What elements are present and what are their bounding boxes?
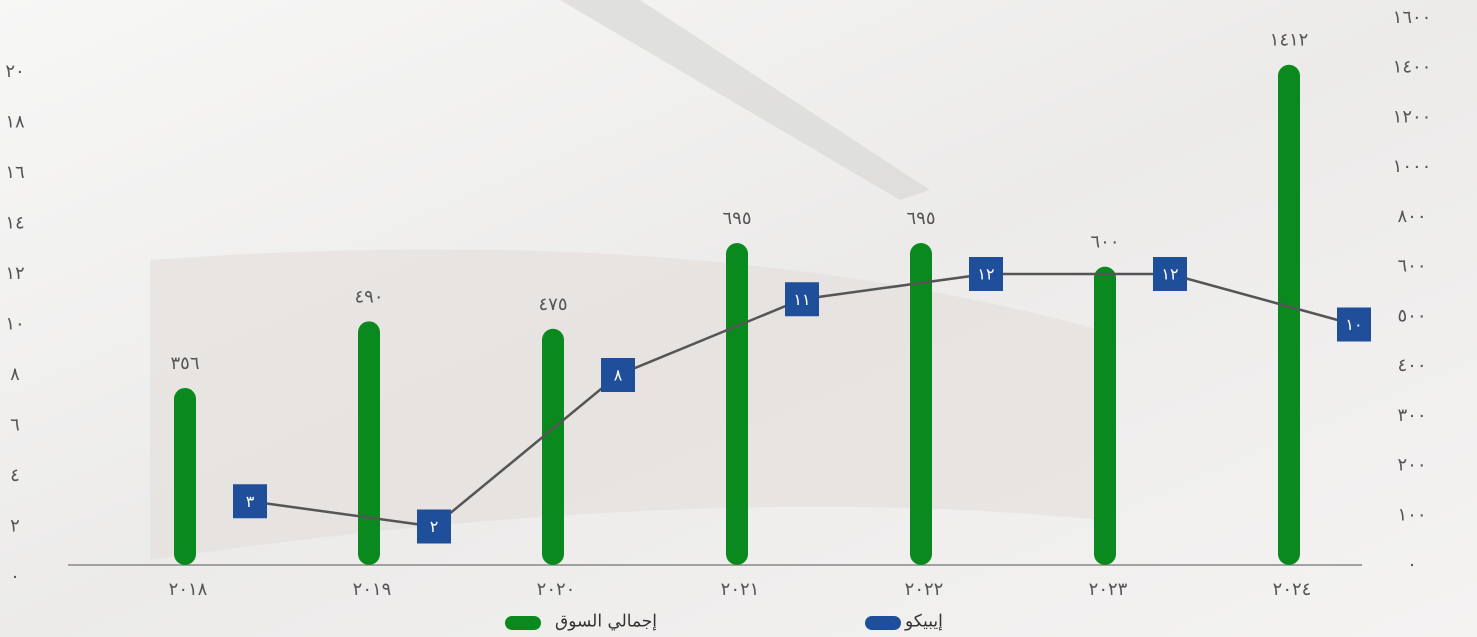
bar <box>542 328 564 565</box>
y2-tick-label: ٥٠٠ <box>1397 305 1426 326</box>
y-tick-label: ٠ <box>10 566 20 587</box>
y-tick-label: ١٢ <box>5 263 24 284</box>
y2-tick-label: ١٢٠٠ <box>1393 106 1432 127</box>
y2-tick-label: ٦٠٠ <box>1397 256 1426 277</box>
line-marker <box>1153 257 1187 291</box>
bar <box>174 387 196 565</box>
y-tick-label: ٤ <box>10 465 20 486</box>
y2-tick-label: ٢٠٠ <box>1397 455 1426 476</box>
line-value-label: ٨ <box>614 366 623 385</box>
legend-label: إيبيكو <box>904 612 943 632</box>
line-marker <box>969 257 1003 291</box>
bar-value-label: ٤٧٥ <box>538 294 567 315</box>
x-tick-label: ٢٠٢٢ <box>905 579 944 600</box>
line-marker <box>785 282 819 317</box>
line-value-label: ٢ <box>430 517 439 536</box>
y2-tick-label: ١٤٠٠ <box>1393 57 1432 78</box>
line-value-label: ١٠ <box>1345 315 1362 334</box>
y-tick-label: ١٦ <box>5 162 24 183</box>
line-marker <box>1337 307 1371 342</box>
legend-swatch <box>865 616 901 630</box>
bar-value-label: ١٤١٢ <box>1270 30 1309 51</box>
x-tick-label: ٢٠٢٤ <box>1273 579 1312 600</box>
y2-tick-label: ١٠٠ <box>1397 504 1426 525</box>
y2-tick-label: ٣٠٠ <box>1397 405 1426 426</box>
x-tick-label: ٢٠٢٣ <box>1089 579 1128 600</box>
x-tick-label: ٢٠١٩ <box>353 579 392 600</box>
bar <box>910 243 932 565</box>
y-tick-label: ٦ <box>10 415 20 436</box>
background-shape <box>150 249 1100 561</box>
line-marker <box>601 358 635 392</box>
line-value-label: ١٢ <box>1161 265 1178 284</box>
y2-tick-label: ١٠٠٠ <box>1393 156 1432 177</box>
plot: ٠٢٤٦٨١٠١٢١٤١٦١٨٢٠٠١٠٠٢٠٠٣٠٠٤٠٠٥٠٠٦٠٠٨٠٠١… <box>5 7 1431 632</box>
y-tick-label: ٨ <box>10 364 20 385</box>
bar-value-label: ٦٩٥ <box>906 208 935 229</box>
x-tick-label: ٢٠٢٠ <box>537 579 576 600</box>
y2-tick-label: ٤٠٠ <box>1397 355 1426 376</box>
y2-tick-label: ١٦٠٠ <box>1393 7 1432 28</box>
bar-value-label: ٤٩٠ <box>354 286 383 307</box>
y-tick-label: ١٤ <box>5 213 24 234</box>
legend-label: إجمالي السوق <box>555 612 657 632</box>
y-tick-label: ٢٠ <box>5 61 24 82</box>
y2-tick-label: ٠ <box>1407 554 1417 575</box>
y-tick-label: ١٨ <box>5 112 25 133</box>
x-tick-label: ٢٠٢١ <box>721 579 760 600</box>
line-value-label: ١٢ <box>977 265 994 284</box>
bar-value-label: ٦٠٠ <box>1090 232 1119 253</box>
y-tick-label: ١٠ <box>5 314 24 335</box>
bar-value-label: ٦٩٥ <box>722 208 751 229</box>
legend-swatch <box>505 616 541 630</box>
y2-tick-label: ٨٠٠ <box>1397 206 1426 227</box>
line-value-label: ١١ <box>793 290 810 309</box>
line-marker <box>417 509 451 544</box>
bar <box>726 243 748 565</box>
x-tick-label: ٢٠١٨ <box>169 579 208 600</box>
bar <box>1278 64 1300 565</box>
y-tick-label: ٢ <box>10 516 20 537</box>
bar <box>1094 266 1116 565</box>
line-value-label: ٣ <box>246 492 255 511</box>
bar-value-label: ٣٥٦ <box>170 353 199 374</box>
background-pen <box>560 0 930 200</box>
bar <box>358 321 380 565</box>
line-marker <box>233 484 267 519</box>
